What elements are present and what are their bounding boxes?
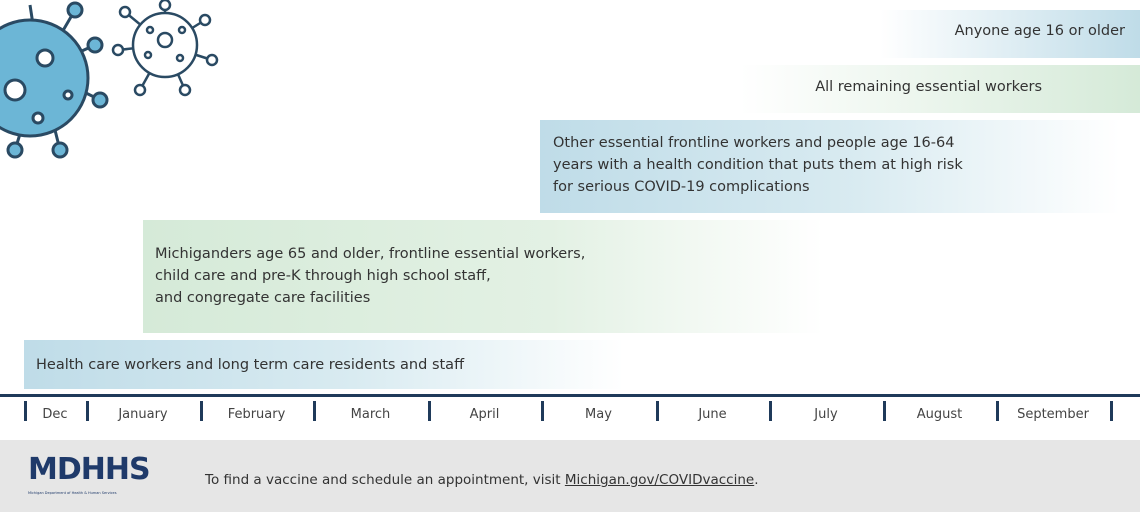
phase-text: for serious COVID-19 complications [553, 176, 1120, 198]
phase-bar: Other essential frontline workers and pe… [540, 120, 1120, 213]
month-label: January [86, 407, 200, 422]
logo-text: MDHHS [28, 452, 150, 487]
timeline-tick [1110, 401, 1113, 421]
footer: MDHHS Michigan Department of Health & Hu… [0, 440, 1140, 512]
month-label: May [541, 407, 656, 422]
month-label: March [313, 407, 428, 422]
footer-punctuation: . [754, 472, 758, 488]
month-label: July [769, 407, 883, 422]
phase-text: and congregate care facilities [155, 287, 823, 309]
logo-subtitle: Michigan Department of Health & Human Se… [28, 491, 117, 495]
month-label: Dec [24, 407, 86, 422]
page: Anyone age 16 or older All remaining ess… [0, 0, 1140, 512]
logo: MDHHS Michigan Department of Health & Hu… [28, 452, 178, 502]
month-label: February [200, 407, 313, 422]
phase-bar: Anyone age 16 or older [880, 10, 1140, 58]
phase-bar: Michiganders age 65 and older, frontline… [143, 220, 823, 333]
month-label: August [883, 407, 996, 422]
virus-icons [0, 0, 240, 170]
phase-text: Health care workers and long term care r… [36, 354, 624, 376]
phase-text: years with a health condition that puts … [553, 154, 1120, 176]
phase-text: child care and pre-K through high school… [155, 265, 823, 287]
phase-text: Anyone age 16 or older [880, 20, 1125, 42]
month-label: April [428, 407, 541, 422]
footer-message: To find a vaccine and schedule an appoin… [205, 472, 565, 488]
month-label: June [656, 407, 769, 422]
phase-bar: Health care workers and long term care r… [24, 340, 624, 389]
phase-text: All remaining essential workers [740, 76, 1042, 98]
footer-link[interactable]: Michigan.gov/COVIDvaccine [565, 472, 754, 488]
phase-bar: All remaining essential workers [740, 65, 1140, 113]
phase-text: Michiganders age 65 and older, frontline… [155, 243, 823, 265]
phase-text: Other essential frontline workers and pe… [553, 132, 1120, 154]
timeline-axis [0, 394, 1140, 397]
month-label: September [996, 407, 1110, 422]
footer-text: To find a vaccine and schedule an appoin… [205, 472, 759, 488]
